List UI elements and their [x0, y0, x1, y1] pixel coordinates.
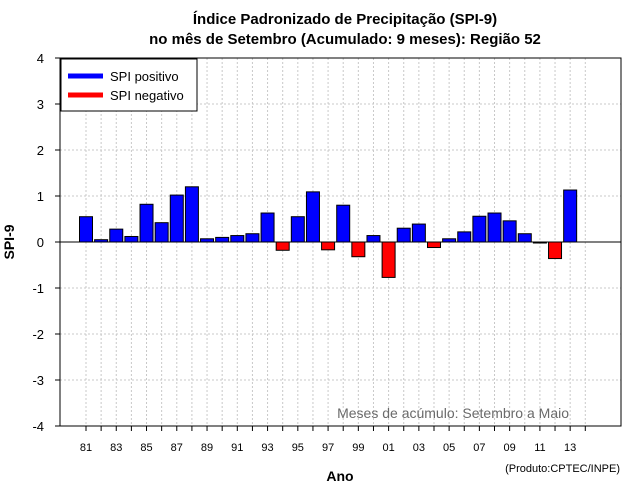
x-tick-label: 85: [140, 442, 152, 454]
bar-2011: [532, 241, 547, 244]
product-credit: (Produto:CPTEC/INPE): [505, 463, 620, 475]
bar-2001: [381, 241, 396, 278]
bar-1994: [275, 241, 290, 251]
x-tick-label: 01: [382, 442, 394, 454]
bar-1983: [109, 228, 124, 243]
bar-1988: [184, 186, 199, 243]
bar-1984: [124, 235, 139, 243]
y-tick-label: -3: [32, 373, 44, 388]
bar-1992: [245, 233, 260, 243]
bar-1995: [290, 216, 305, 243]
y-axis-label: SPI-9: [1, 224, 17, 259]
x-tick-label: 81: [80, 442, 92, 454]
bar-1993: [260, 212, 275, 243]
bar-1982: [94, 239, 109, 243]
x-axis-label: Ano: [326, 468, 353, 484]
bar-2010: [517, 233, 532, 243]
y-tick-label: 2: [37, 143, 44, 158]
x-tick-label: 09: [504, 442, 516, 454]
bar-1981: [79, 216, 93, 243]
bar-1997: [321, 241, 336, 251]
y-tick-label: -2: [32, 327, 44, 342]
legend-box: [60, 58, 198, 112]
bar-2006: [457, 231, 472, 243]
y-tick-label: -1: [32, 281, 44, 296]
y-tick-label: 4: [37, 51, 44, 66]
y-tick-label: 1: [37, 189, 44, 204]
bar-1987: [169, 194, 184, 243]
bar-2012: [548, 241, 563, 260]
bar-1985: [139, 203, 154, 243]
x-tick-label: 91: [231, 442, 243, 454]
bar-1986: [154, 222, 169, 243]
legend-negative-label: SPI negativo: [110, 88, 184, 103]
bar-2009: [502, 220, 517, 243]
x-tick-label: 05: [443, 442, 455, 454]
bar-2013: [563, 189, 578, 243]
x-tick-label: 97: [322, 442, 334, 454]
x-axis-ticks: 81 83 85 87 89 91 93 95 97 99 01 03 05 07 09 11 13: [80, 426, 586, 454]
x-tick-label: 03: [413, 442, 425, 454]
bar-2003: [411, 223, 426, 243]
bar-2008: [487, 212, 502, 243]
bar-2000: [366, 235, 381, 243]
x-tick-label: 83: [110, 442, 122, 454]
legend-positive-label: SPI positivo: [110, 69, 179, 84]
chart-title: Índice Padronizado de Precipitação (SPI-…: [193, 11, 497, 28]
x-tick-label: 11: [534, 442, 545, 454]
x-tick-label: 87: [171, 442, 183, 454]
bar-2004: [426, 241, 441, 249]
y-tick-label: -4: [32, 419, 44, 434]
x-tick-label: 07: [473, 442, 485, 454]
bar-1996: [305, 191, 320, 243]
x-tick-label: 13: [564, 442, 576, 454]
y-tick-label: 0: [37, 235, 44, 250]
accumulation-note: Meses de acúmulo: Setembro a Maio: [337, 405, 569, 421]
bar-2002: [396, 227, 411, 243]
x-tick-label: 95: [292, 442, 304, 454]
x-tick-label: 89: [201, 442, 213, 454]
bar-1991: [230, 235, 245, 243]
x-tick-label: 93: [261, 442, 273, 454]
bar-2007: [472, 215, 487, 243]
legend: SPI positivo SPI negativo: [60, 58, 198, 112]
y-axis-ticks: -4 -3 -2 -1 0 1 2 3 4: [32, 51, 60, 434]
chart-subtitle: no mês de Setembro (Acumulado: 9 meses):…: [149, 31, 541, 48]
bar-1998: [336, 204, 351, 243]
bar-1999: [351, 241, 366, 258]
bar-1989: [200, 238, 215, 243]
bar-2005: [442, 238, 457, 243]
x-tick-label: 99: [352, 442, 364, 454]
bars: [79, 186, 578, 278]
y-tick-label: 3: [37, 97, 44, 112]
bar-1990: [215, 236, 230, 243]
